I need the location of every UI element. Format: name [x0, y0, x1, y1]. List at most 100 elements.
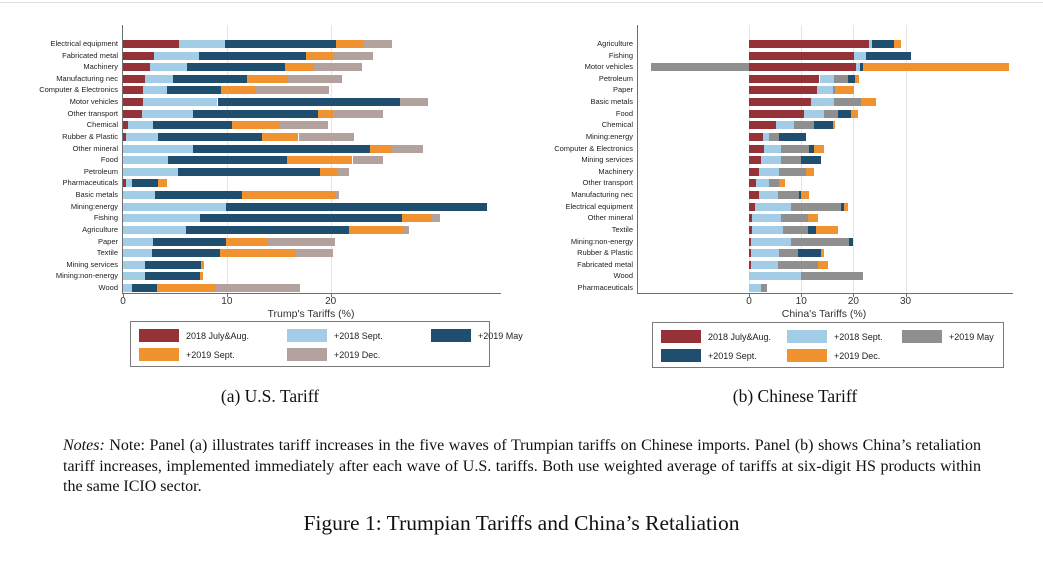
bar-segment: [749, 51, 854, 60]
bar-segment: [313, 63, 362, 72]
category-label: Other transport: [582, 178, 633, 188]
bar-segment: [763, 132, 769, 141]
category-label: Agriculture: [597, 39, 633, 48]
bar-segment: [198, 51, 306, 60]
x-axis-tick-label: 0: [746, 296, 752, 307]
bar-segment: [856, 63, 860, 72]
category-label: Machinery: [598, 166, 633, 176]
bar-segment: [402, 214, 433, 223]
bar-segment: [801, 272, 863, 281]
bar-segment: [777, 260, 818, 269]
x-axis-tick-label: 20: [325, 296, 337, 307]
legend-entry: 2018 July&Aug.: [139, 329, 287, 342]
bar-segment: [157, 284, 216, 293]
bar-segment: [126, 179, 133, 188]
bar-segment: [432, 214, 440, 223]
bar-segment: [144, 272, 200, 281]
bar-segment: [761, 156, 781, 165]
bar-segment: [811, 98, 835, 107]
category-label: Other mineral: [587, 213, 633, 223]
bar-segment: [815, 225, 838, 234]
bar-segment: [123, 191, 156, 200]
bar-segment: [824, 109, 838, 118]
legend-entry: +2019 Dec.: [287, 348, 431, 361]
panel-b-caption: (b) Chinese Tariff: [732, 386, 858, 406]
bar-segment: [400, 98, 429, 107]
category-label: Mining:energy: [585, 131, 633, 141]
legend-label: +2019 Sept.: [186, 349, 235, 360]
bar-segment: [850, 109, 859, 118]
bar-segment: [123, 260, 145, 269]
bar-segment: [797, 249, 822, 258]
legend-label: 2018 July&Aug.: [186, 330, 250, 341]
bar-segment: [834, 74, 849, 83]
bar-segment: [155, 191, 243, 200]
category-label: Computer & Electronics: [39, 85, 118, 95]
bar-segment: [754, 202, 791, 211]
category-label: Pharmaceuticals: [62, 178, 118, 188]
gridline: [853, 25, 855, 293]
bar-segment: [780, 214, 809, 223]
bar-segment: [749, 284, 762, 293]
category-label: Electrical equipment: [50, 39, 118, 48]
bar-segment: [853, 51, 866, 60]
bar-segment: [833, 121, 835, 130]
bar-segment: [819, 74, 835, 83]
bar-segment: [865, 51, 911, 60]
bar-segment: [778, 249, 798, 258]
legend-swatch: [787, 330, 827, 343]
category-label: Fishing: [608, 50, 633, 60]
category-label: Textile: [96, 248, 118, 258]
legend-swatch: [431, 329, 471, 342]
bar-segment: [246, 74, 289, 83]
bar-segment: [776, 121, 794, 130]
bar-segment: [790, 202, 841, 211]
bar-segment: [150, 63, 188, 72]
category-label: Other transport: [67, 108, 118, 118]
figure-caption: Figure 1: Trumpian Tariffs and China’s R…: [303, 511, 740, 535]
bar-segment: [333, 51, 374, 60]
bar-segment: [752, 225, 783, 234]
bar-segment: [749, 202, 755, 211]
x-axis-title-us: Trump's Tariffs (%): [267, 308, 355, 320]
bar-segment: [764, 144, 781, 153]
bar-segment: [749, 74, 820, 83]
bar-segment: [403, 225, 409, 234]
bar-segment: [749, 132, 764, 141]
legend-swatch: [139, 348, 179, 361]
bar-segment: [837, 109, 851, 118]
bar-segment: [894, 40, 901, 48]
x-axis-tick: [853, 293, 855, 297]
us-tariff-chart: 0 10 20 Electrical equipment Fabricated meta…: [39, 25, 501, 307]
bar-segment: [298, 132, 354, 141]
bar-segment: [749, 86, 817, 95]
bar-segment: [755, 179, 769, 188]
category-label: Manufacturing nec: [571, 190, 633, 200]
bar-segment: [750, 249, 779, 258]
bar-segment: [778, 132, 806, 141]
bar-segment: [749, 179, 756, 188]
bar-segment: [752, 214, 781, 223]
bar-segment: [123, 214, 200, 223]
bar-segment: [805, 167, 815, 176]
legend-swatch: [787, 349, 827, 362]
x-axis-tick: [330, 293, 332, 297]
legend-label: +2019 Dec.: [334, 349, 381, 360]
bar-segment: [849, 237, 854, 246]
category-label: Computer & Electronics: [554, 143, 633, 153]
x-axis-tick-label: 0: [120, 296, 126, 307]
legend-label: +2019 May: [478, 330, 523, 341]
bar-segment: [152, 249, 220, 258]
category-label: Fishing: [93, 213, 118, 223]
bar-segment: [834, 98, 862, 107]
bar-segment: [123, 51, 155, 60]
bar-segment: [799, 191, 802, 200]
bar-segment: [777, 191, 800, 200]
bar-segment: [814, 121, 834, 130]
bar-segment: [337, 167, 350, 176]
bar-segment: [821, 249, 825, 258]
bar-segment: [749, 167, 759, 176]
bar-segment: [123, 98, 143, 107]
category-label: Petroleum: [83, 166, 118, 176]
bar-segment: [142, 86, 167, 95]
